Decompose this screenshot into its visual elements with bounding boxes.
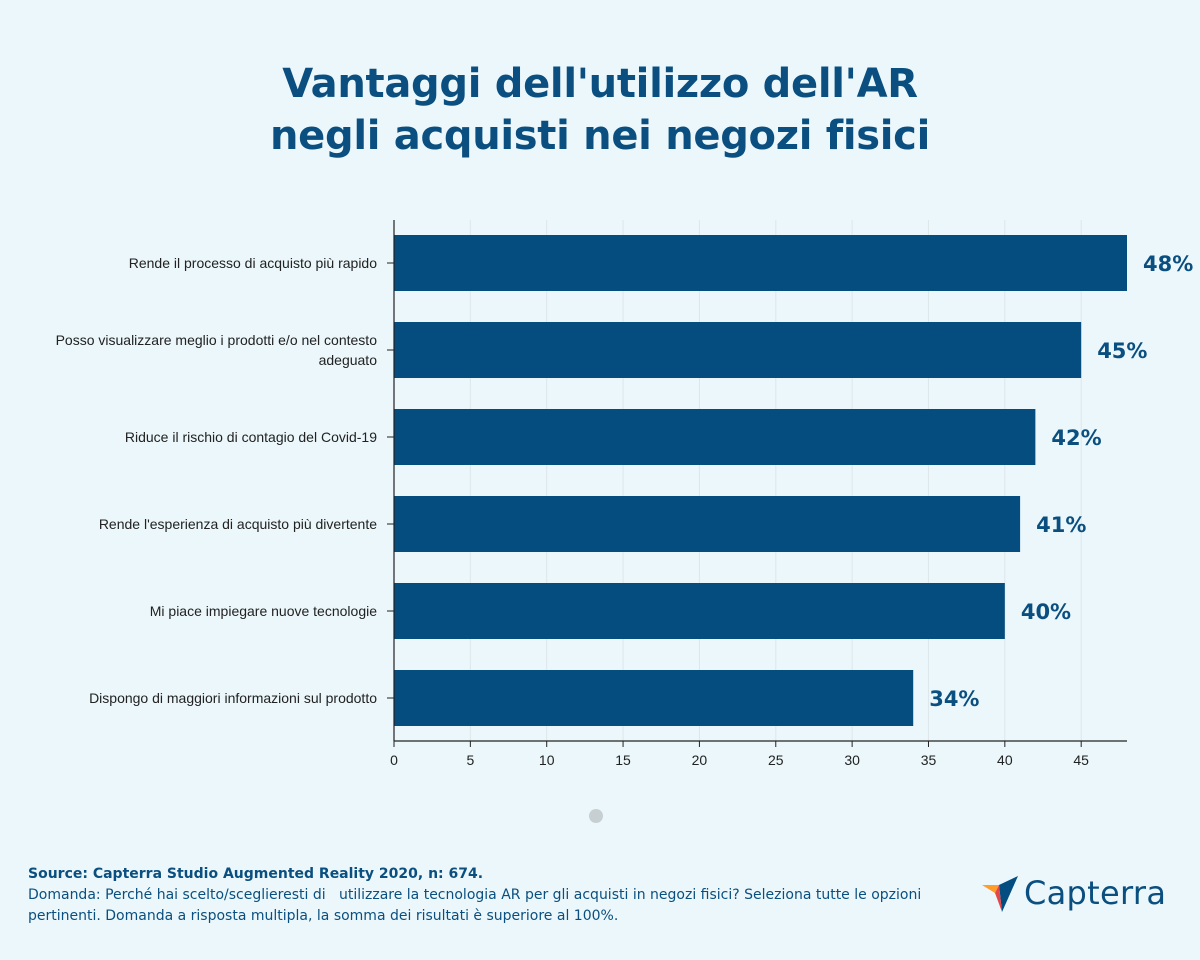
x-tick-label: 5 xyxy=(466,752,474,768)
axes: 0 5 10 15 20 25 30 35 40 45 xyxy=(387,220,1127,768)
category-label-line: adeguato xyxy=(319,352,378,368)
category-label: Rende l'esperienza di acquisto più diver… xyxy=(99,516,377,532)
logo-shape-red xyxy=(995,885,1002,912)
bar xyxy=(394,235,1127,291)
value-labels: 48% 45% 42% 41% 40% 34% xyxy=(929,252,1193,711)
value-label: 48% xyxy=(1143,252,1193,276)
x-tick-label: 35 xyxy=(921,752,937,768)
category-labels: Rende il processo di acquisto più rapido… xyxy=(56,255,378,706)
bars xyxy=(394,235,1127,726)
source-text: Source: Capterra Studio Augmented Realit… xyxy=(28,866,484,882)
value-label: 40% xyxy=(1021,600,1071,624)
gridlines xyxy=(469,220,1082,741)
capterra-logo: Capterra xyxy=(980,872,1180,918)
category-label: Mi piace impiegare nuove tecnologie xyxy=(150,603,377,619)
category-label: Riduce il rischio di contagio del Covid-… xyxy=(125,429,377,445)
chart-title-line-2: negli acquisti nei negozi fisici xyxy=(269,113,930,159)
value-label: 45% xyxy=(1097,339,1147,363)
category-label-line: Rende l'esperienza di acquisto più diver… xyxy=(99,516,377,532)
x-tick-label: 25 xyxy=(768,752,784,768)
capterra-arrow-icon xyxy=(982,876,1018,912)
category-label-line: Dispongo di maggiori informazioni sul pr… xyxy=(89,690,377,706)
category-label-line: Riduce il rischio di contagio del Covid-… xyxy=(125,429,377,445)
x-tick-label: 45 xyxy=(1073,752,1089,768)
bar xyxy=(394,496,1021,552)
logo-text: Capterra xyxy=(1024,874,1167,912)
chart-title: Vantaggi dell'utilizzo dell'AR negli acq… xyxy=(0,58,1200,162)
chart-title-line-1: Vantaggi dell'utilizzo dell'AR xyxy=(282,61,918,107)
bar xyxy=(394,409,1036,465)
category-label: Rende il processo di acquisto più rapido xyxy=(129,255,377,271)
bar xyxy=(394,322,1082,378)
value-label: 34% xyxy=(929,687,979,711)
category-label-line: Mi piace impiegare nuove tecnologie xyxy=(150,603,377,619)
category-label-line: Rende il processo di acquisto più rapido xyxy=(129,255,377,271)
value-label: 41% xyxy=(1036,513,1086,537)
logo-shape-orange xyxy=(982,885,999,893)
x-tick-label: 30 xyxy=(844,752,860,768)
x-tick-label: 10 xyxy=(539,752,555,768)
category-label-line: Posso visualizzare meglio i prodotti e/o… xyxy=(56,332,378,348)
footer-note: Source: Capterra Studio Augmented Realit… xyxy=(28,864,968,927)
bar-chart: Rende il processo di acquisto più rapido… xyxy=(56,220,1193,768)
value-label: 42% xyxy=(1051,426,1101,450)
bar xyxy=(394,670,914,726)
x-tick-label: 40 xyxy=(997,752,1013,768)
x-tick-label: 15 xyxy=(615,752,631,768)
page-indicator-dot xyxy=(589,809,603,823)
logo-shape-navy xyxy=(999,876,1018,912)
question-text: Domanda: Perché hai scelto/sceglieresti … xyxy=(28,887,926,924)
bar xyxy=(394,583,1005,639)
category-label: Dispongo di maggiori informazioni sul pr… xyxy=(89,690,377,706)
x-tick-label: 20 xyxy=(692,752,708,768)
x-tick-label: 0 xyxy=(390,752,398,768)
category-label: Posso visualizzare meglio i prodotti e/o… xyxy=(56,332,378,368)
